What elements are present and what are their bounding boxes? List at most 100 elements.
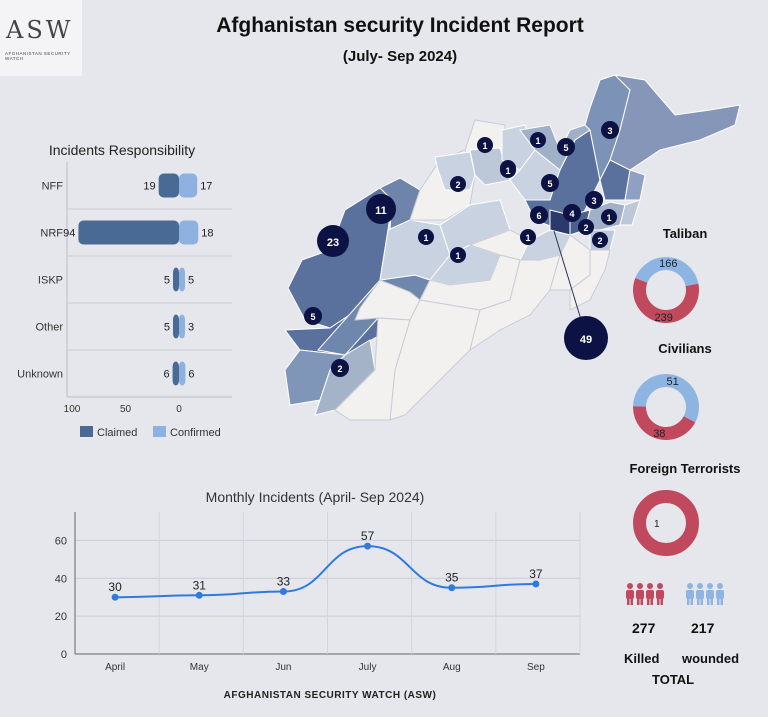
y-tick-label: 60	[55, 535, 67, 547]
donut-label-killed: 1	[654, 519, 660, 530]
person-body	[696, 590, 704, 599]
person-leg	[717, 598, 720, 605]
data-point	[279, 588, 287, 596]
map-marker-label: 11	[375, 205, 387, 217]
x-tick-label: Aug	[443, 662, 461, 673]
person-body	[716, 590, 724, 599]
map-marker-label: 2	[597, 236, 602, 246]
afghanistan-map: 1115321531164122311125249	[284, 74, 741, 421]
person-leg	[710, 598, 713, 605]
person-head	[647, 583, 653, 589]
map-marker	[601, 209, 617, 225]
map-provinces	[284, 74, 741, 421]
person-head	[637, 583, 643, 589]
page-subtitle: (July- Sep 2024)	[342, 48, 458, 65]
logo-subtext: AFGHANISTAN SECURITY WATCH	[5, 51, 71, 61]
person-body	[686, 590, 694, 599]
person-head	[687, 583, 693, 589]
person-head	[707, 583, 713, 589]
bar-confirmed	[179, 173, 198, 198]
wounded-label: wounded	[682, 651, 740, 666]
map-marker	[366, 194, 396, 224]
data-label: 31	[193, 578, 207, 592]
legend-label-claimed: Claimed	[97, 427, 137, 439]
map-marker-label: 23	[327, 237, 339, 249]
map-marker	[564, 316, 608, 360]
map-marker	[530, 206, 548, 224]
province-outline	[609, 74, 741, 171]
confirmed-value-label: 6	[188, 369, 194, 381]
person-leg	[647, 598, 650, 605]
province-outline	[334, 317, 411, 421]
person-body	[706, 590, 714, 599]
category-label: Unknown	[17, 369, 63, 381]
legend-label-confirmed: Confirmed	[170, 427, 221, 439]
wounded-people-icon	[686, 583, 724, 605]
person-body	[646, 590, 654, 599]
x-tick-label: 50	[120, 404, 132, 415]
map-marker-label: 5	[547, 179, 552, 189]
series-line	[115, 545, 536, 599]
person-leg	[720, 598, 723, 605]
claimed-value-label: 5	[164, 322, 170, 334]
killed-label: Killed	[624, 651, 660, 666]
map-marker-label: 3	[607, 126, 612, 136]
map-marker	[477, 137, 493, 153]
province-outline	[619, 199, 641, 226]
map-marker-label: 5	[310, 312, 315, 322]
province-outline	[469, 147, 511, 186]
confirmed-value-label: 17	[200, 181, 212, 193]
bar-claimed	[173, 314, 179, 339]
person-leg	[660, 598, 663, 605]
bar-confirmed	[179, 361, 186, 386]
map-marker-label: 1	[423, 233, 428, 243]
data-label: 33	[277, 575, 291, 589]
claimed-value-label: 19	[143, 181, 155, 193]
donut-slice-killed	[633, 278, 699, 323]
logo: ASW AFGHANISTAN SECURITY WATCH	[0, 0, 82, 76]
person-head	[657, 583, 663, 589]
data-point	[111, 593, 119, 601]
map-marker	[317, 225, 349, 257]
donut-slice-killed	[633, 490, 699, 556]
map-marker	[450, 176, 466, 192]
x-tick-label: July	[359, 662, 377, 673]
x-tick-label: April	[105, 662, 125, 673]
legend-swatch-confirmed	[153, 426, 166, 437]
bar-chart-title: Incidents Responsibility	[49, 142, 195, 158]
person-leg	[650, 598, 653, 605]
person-leg	[687, 598, 690, 605]
person-leg	[657, 598, 660, 605]
people-icons	[626, 583, 724, 605]
person-body	[626, 590, 634, 599]
monthly-incidents-chart: Monthly Incidents (April- Sep 2024) 0 20 40…	[55, 489, 581, 673]
person-leg	[637, 598, 640, 605]
map-marker	[563, 204, 581, 222]
map-marker-label: 3	[591, 196, 596, 206]
category-label: NRF	[40, 228, 63, 240]
person-head	[697, 583, 703, 589]
confirmed-value-label: 5	[188, 275, 194, 287]
confirmed-value-label: 18	[201, 228, 213, 240]
data-point	[195, 591, 203, 599]
page-title: Afghanistan security Incident Report	[216, 14, 584, 37]
bar-claimed	[173, 267, 179, 292]
bar-claimed	[158, 173, 179, 198]
map-marker	[601, 121, 619, 139]
donut-label-wounded: 51	[667, 376, 679, 388]
province-outline	[624, 169, 646, 201]
person-leg	[627, 598, 630, 605]
x-tick-label: Jun	[275, 662, 291, 673]
confirmed-value-label: 3	[188, 322, 194, 334]
map-marker	[500, 162, 516, 178]
claimed-value-label: 5	[164, 275, 170, 287]
x-tick-label: 100	[64, 404, 81, 415]
total-label: TOTAL	[652, 672, 695, 687]
map-marker-label: 1	[535, 136, 540, 146]
wounded-total: 217	[691, 620, 715, 636]
legend-swatch-claimed	[80, 426, 93, 437]
line-chart-title: Monthly Incidents (April- Sep 2024)	[206, 489, 425, 505]
map-marker	[541, 174, 559, 192]
person-leg	[697, 598, 700, 605]
map-marker-label: 49	[580, 334, 592, 346]
